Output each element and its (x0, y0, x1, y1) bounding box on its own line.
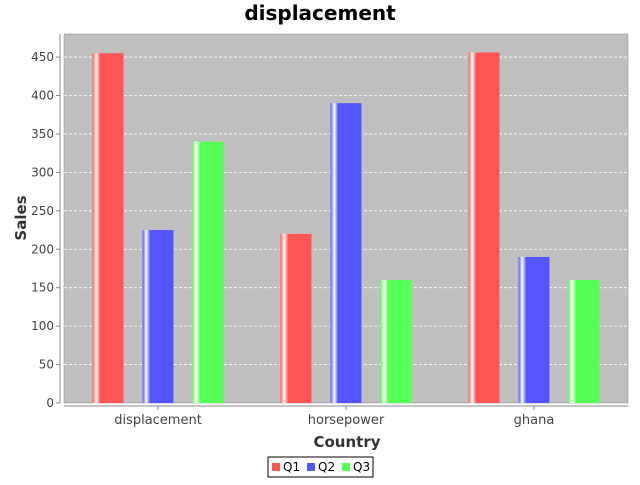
bar-q2-horsepower (330, 103, 362, 403)
legend-swatch-q3 (342, 463, 350, 471)
x-axis-label: Country (313, 433, 380, 451)
y-tick-label: 50 (39, 358, 54, 372)
bar-q3-displacement (192, 141, 224, 403)
y-tick-label: 200 (31, 242, 54, 256)
y-tick-label: 250 (31, 204, 54, 218)
bar-q2-ghana (518, 256, 550, 403)
legend-label-q3: Q3 (353, 460, 370, 474)
x-tick-label: ghana (514, 413, 555, 428)
legend-box (267, 456, 374, 478)
bars (92, 52, 600, 403)
bar-q1-horsepower (280, 233, 312, 403)
chart-title: displacement (244, 1, 396, 25)
legend-label-q2: Q2 (318, 460, 335, 474)
y-axis-label: Sales (12, 195, 30, 240)
x-axis: displacement horsepower ghana (64, 405, 628, 428)
y-tick-label: 300 (31, 165, 54, 179)
y-tick-label: 0 (46, 396, 54, 410)
bar-q1-ghana (468, 52, 500, 403)
bar-q1-displacement (92, 53, 124, 403)
x-tick-label: displacement (114, 413, 202, 428)
legend-label-q1: Q1 (283, 460, 300, 474)
y-tick-label: 150 (31, 281, 54, 295)
x-tick-label: horsepower (308, 413, 385, 428)
legend-swatch-q2 (307, 463, 315, 471)
y-tick-label: 350 (31, 127, 54, 141)
bar-q2-displacement (142, 230, 174, 403)
bar-q3-horsepower (380, 280, 412, 403)
y-tick-label: 450 (31, 50, 54, 64)
y-axis: 0 50 100 150 200 250 300 350 400 450 (31, 34, 61, 410)
legend: Q1 Q2 Q3 (267, 456, 374, 478)
bar-q3-ghana (568, 280, 600, 403)
y-tick-label: 100 (31, 319, 54, 333)
y-tick-label: 400 (31, 89, 54, 103)
legend-swatch-q1 (272, 463, 280, 471)
